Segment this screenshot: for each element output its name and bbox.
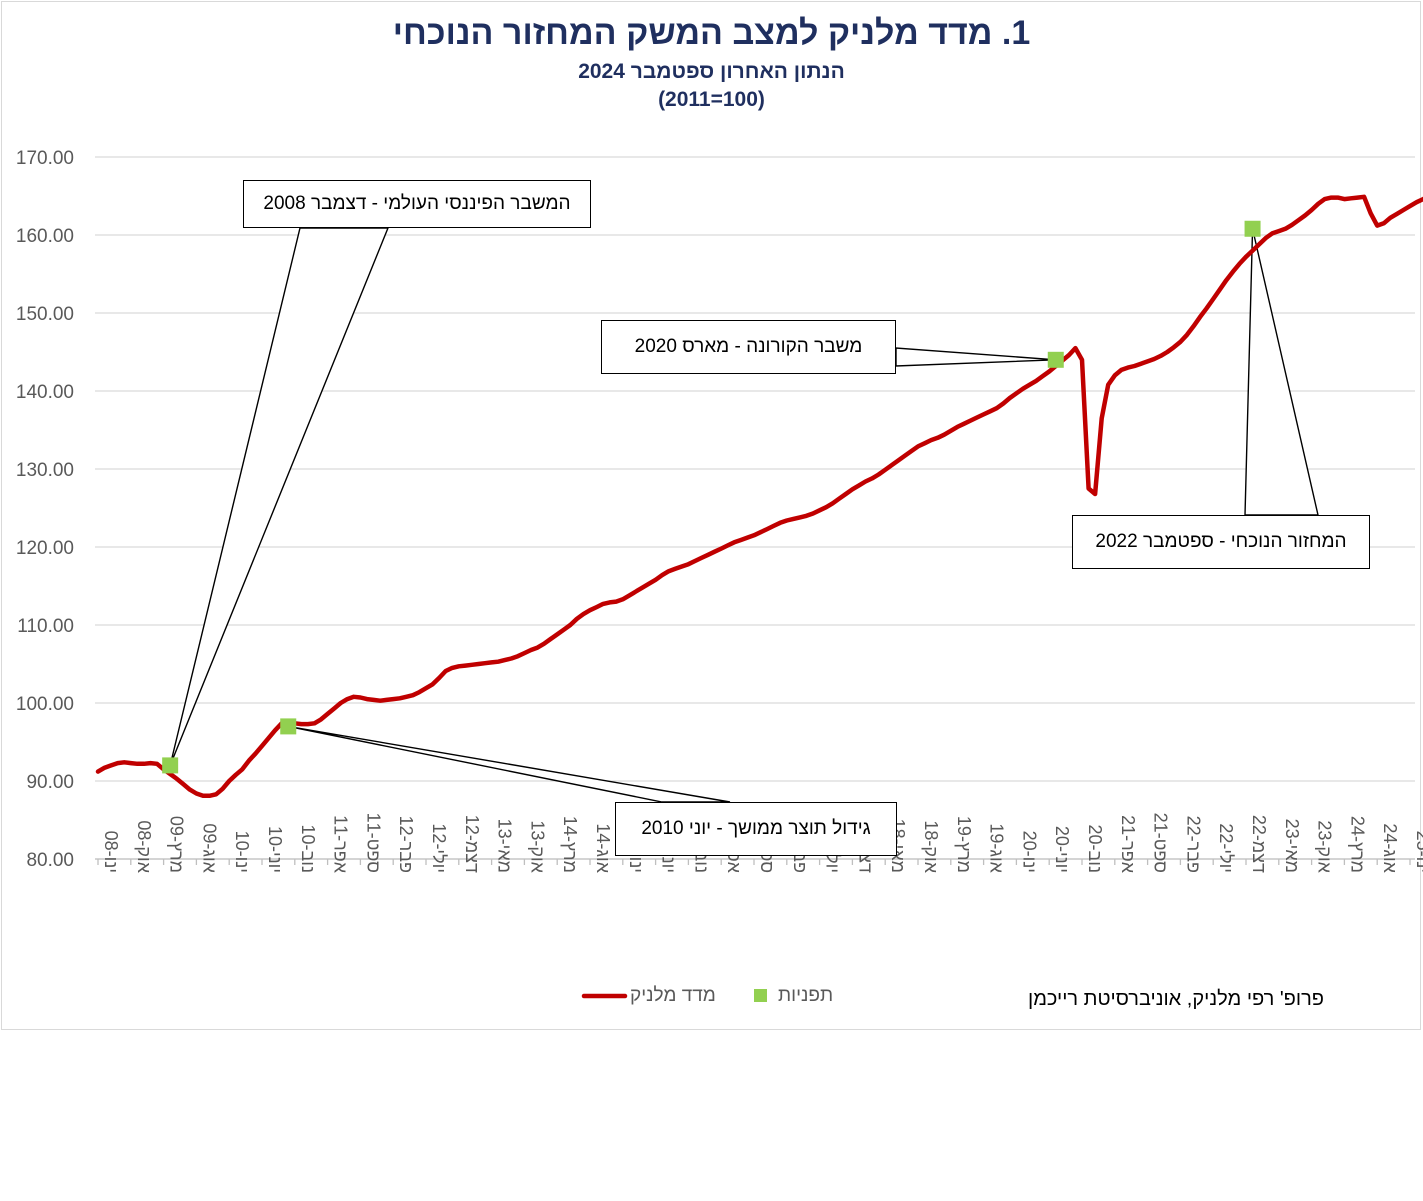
turning-point-marker (162, 757, 179, 774)
x-tick-label: פבר-22 (1183, 816, 1203, 873)
base-note: (2011=100) (658, 88, 765, 111)
x-tick-label: אוג-19 (987, 823, 1007, 873)
x-tick-label: ינו-20 (1019, 831, 1039, 873)
x-tick-label: אוק-23 (1315, 820, 1335, 873)
x-tick-label: מרץ-09 (167, 816, 187, 873)
legend-swatch-marker (754, 989, 767, 1002)
y-tick-label: 120.00 (16, 538, 74, 559)
turning-point-markers (162, 220, 1261, 774)
y-tick-label: 170.00 (16, 148, 74, 169)
x-tick-label: מאי-23 (1282, 819, 1302, 873)
legend-label-markers: תפניות (778, 985, 834, 1006)
credit-text: פרופ' רפי מלניק, אוניברסיטת רייכמן (1028, 988, 1324, 1010)
turning-point-marker (1244, 220, 1261, 237)
x-tick-label: יוני-10 (265, 826, 285, 873)
leader-growth-2010 (288, 725, 731, 803)
leader-crisis-2008 (169, 227, 390, 766)
x-tick-label: ספט-21 (1151, 813, 1171, 873)
x-tick-label: ספט-11 (363, 813, 383, 873)
callout-leaders (169, 227, 1319, 803)
y-axis-ticks: 80.00 90.00 100.00 110.00 120.00 130.00 140.00… (16, 148, 74, 871)
leader-cycle-2022 (1244, 228, 1319, 516)
x-tick-label: אוג-24 (1380, 823, 1400, 873)
x-axis-ticks: ינו-08 אוק-08 מרץ-09 אוג-09 ינו-10 יוני-10 נוב… (95, 813, 1423, 874)
x-tick-label: מאי-13 (495, 819, 515, 873)
x-tick-label: נוב-20 (1085, 825, 1105, 873)
x-tick-label: אוג-09 (199, 823, 219, 873)
x-tick-label: מרץ-14 (560, 816, 580, 873)
chart-subtitle: הנתון האחרון ספטמבר 2024 (578, 60, 845, 83)
y-tick-label: 160.00 (16, 226, 74, 247)
x-tick-label: דצמ-22 (1249, 815, 1269, 873)
line-chart: 80.00 90.00 100.00 110.00 120.00 130.00 140.00… (16, 148, 1423, 1002)
y-tick-label: 130.00 (16, 460, 74, 481)
x-tick-label: ינו-25 (1413, 831, 1423, 873)
callout-cycle-2022: המחזור הנוכחי - ספטמבר 2022 (1072, 515, 1370, 569)
x-tick-label: אפר-21 (1118, 815, 1138, 874)
x-tick-label: אוק-18 (921, 820, 941, 873)
y-tick-label: 140.00 (16, 382, 74, 403)
x-tick-label: פבר-12 (396, 816, 416, 873)
x-tick-label: אוג-14 (593, 823, 613, 873)
x-tick-label: מרץ-24 (1347, 816, 1367, 873)
leader-corona-2020 (895, 347, 1056, 367)
x-tick-label: אוק-13 (527, 820, 547, 873)
x-tick-label: יולי-12 (429, 823, 449, 873)
x-tick-label: נוב-10 (298, 825, 318, 873)
y-tick-label: 110.00 (17, 616, 74, 637)
x-tick-label: יולי-22 (1216, 823, 1236, 873)
x-tick-label: דצמ-12 (462, 815, 482, 873)
legend-swatches (581, 989, 767, 1002)
x-tick-label: אוק-08 (134, 820, 154, 873)
callout-growth-2010: גידול תוצר ממושך - יוני 2010 (615, 802, 897, 856)
x-tick-label: יוני-20 (1052, 826, 1072, 873)
y-tick-label: 90.00 (26, 772, 74, 793)
x-tick-label: מרץ-19 (954, 816, 974, 873)
callout-crisis-2008: המשבר הפיננסי העולמי - דצמבר 2008 (243, 180, 591, 228)
y-tick-label: 150.00 (16, 304, 74, 325)
chart-title: 1. מדד מלניק למצב המשק המחזור הנוכחי (392, 14, 1031, 52)
callout-corona-2020: משבר הקורונה - מארס 2020 (601, 320, 896, 374)
legend-label-line: מדד מלניק (630, 985, 716, 1006)
x-tick-label: ינו-08 (101, 831, 121, 873)
x-tick-label: אפר-11 (331, 815, 351, 874)
x-tick-label: ינו-10 (232, 831, 252, 873)
series-line (95, 194, 1423, 799)
y-tick-label: 100.00 (16, 694, 74, 715)
y-tick-label: 80.00 (26, 850, 74, 871)
turning-point-marker (280, 718, 297, 735)
turning-point-marker (1047, 351, 1064, 368)
